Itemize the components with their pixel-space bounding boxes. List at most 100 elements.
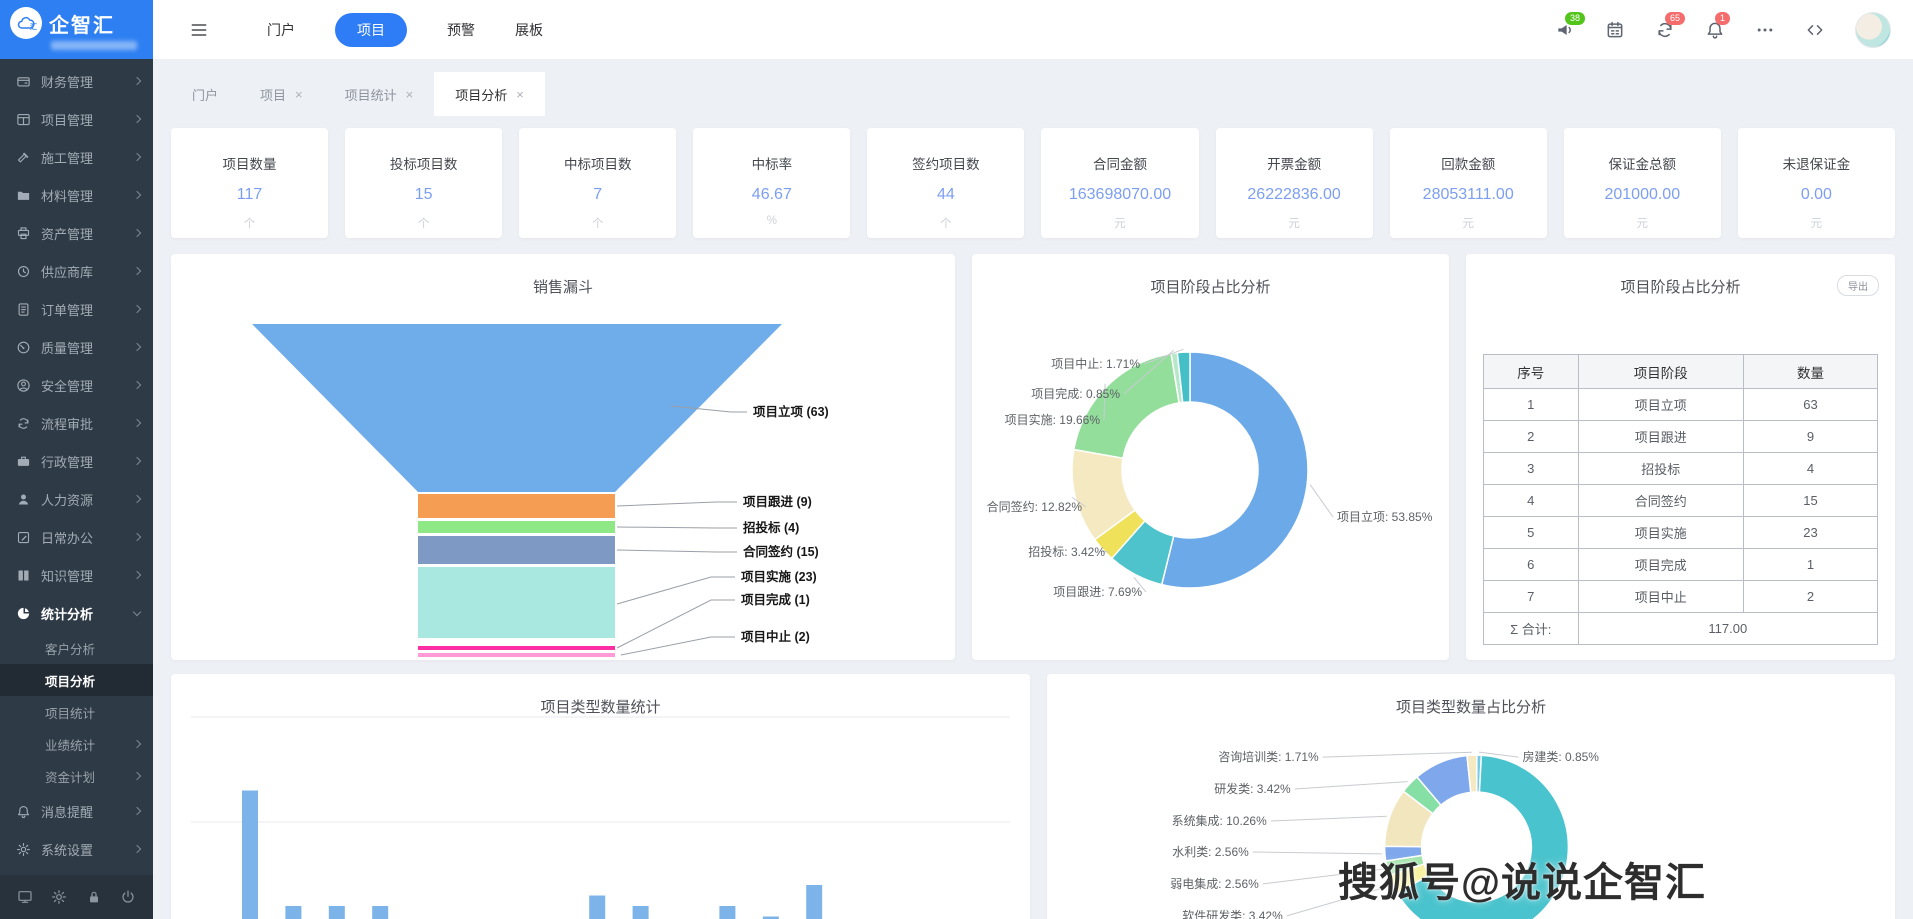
sidebar-item-系统设置[interactable]: 系统设置 <box>0 830 153 868</box>
sidebar-item-label: 项目管理 <box>41 112 94 128</box>
sidebar-item-行政管理[interactable]: 行政管理 <box>0 442 153 480</box>
funnel-label: 合同签约 (15) <box>743 544 819 559</box>
sidebar-item-项目管理[interactable]: 项目管理 <box>0 100 153 138</box>
sidebar-subitem-客户分析[interactable]: 客户分析 <box>0 632 153 664</box>
sidebar-footer <box>0 875 153 919</box>
lock-icon[interactable] <box>86 889 102 905</box>
donut-leader-line <box>1123 349 1175 395</box>
tab-门户[interactable]: 门户 <box>171 72 239 116</box>
sidebar-item-材料管理[interactable]: 材料管理 <box>0 176 153 214</box>
monitor-icon[interactable] <box>17 889 33 905</box>
header-nav-项目[interactable]: 项目 <box>335 12 407 47</box>
header-nav-预警[interactable]: 预警 <box>447 21 475 38</box>
tab-项目分析[interactable]: 项目分析 × <box>434 72 545 116</box>
table-cell: 项目完成 <box>1577 548 1745 581</box>
table-cell: 2 <box>1483 420 1579 453</box>
donut-label: 招投标: 3.42% <box>1028 544 1105 559</box>
stat-unit: 元 <box>1288 218 1300 230</box>
sidebar-item-消息提醒[interactable]: 消息提醒 <box>0 792 153 830</box>
gear-icon[interactable] <box>51 889 67 905</box>
table-cell: 1 <box>1483 388 1579 421</box>
table-cell: 合同签约 <box>1577 484 1745 517</box>
chevron-right-icon <box>132 76 142 86</box>
sidebar-item-日常办公[interactable]: 日常办公 <box>0 518 153 556</box>
sidebar-subitem-项目分析[interactable]: 项目分析 <box>0 664 153 696</box>
sidebar-subitem-label: 项目分析 <box>45 674 96 689</box>
sidebar-subitem-label: 客户分析 <box>45 642 96 657</box>
close-tab-icon[interactable]: × <box>516 86 524 102</box>
sidebar-item-label: 日常办公 <box>41 530 94 546</box>
megaphone-button[interactable]: 38 <box>1555 11 1586 40</box>
power-icon[interactable] <box>120 889 136 905</box>
sidebar-item-人力资源[interactable]: 人力资源 <box>0 480 153 518</box>
sidebar-item-供应商库[interactable]: 供应商库 <box>0 252 153 290</box>
close-tab-icon[interactable]: × <box>295 86 303 102</box>
sidebar-item-统计分析[interactable]: 统计分析 <box>0 594 153 632</box>
stat-card-投标项目数: 投标项目数 15 个 <box>345 128 503 238</box>
close-tab-icon[interactable]: × <box>405 86 414 102</box>
funnel-leader-line <box>616 526 737 529</box>
stat-card-开票金额: 开票金额 26222836.00 元 <box>1215 128 1373 238</box>
calendar-button[interactable] <box>1605 20 1625 40</box>
table-cell: 9 <box>1743 420 1878 453</box>
table-cell: 63 <box>1743 388 1878 421</box>
stat-value: 15 <box>414 186 433 203</box>
sidebar-item-安全管理[interactable]: 安全管理 <box>0 366 153 404</box>
sidebar-item-施工管理[interactable]: 施工管理 <box>0 138 153 176</box>
sidebar-item-资产管理[interactable]: 资产管理 <box>0 214 153 252</box>
donut-leader-line <box>1322 751 1472 758</box>
sidebar-item-流程审批[interactable]: 流程审批 <box>0 404 153 442</box>
edit-icon <box>17 531 30 543</box>
sidebar-subitem-项目统计[interactable]: 项目统计 <box>0 696 153 728</box>
tab-项目[interactable]: 项目 × <box>239 72 324 116</box>
tab-label: 项目统计 <box>344 87 397 103</box>
donut-label: 项目跟进: 7.69% <box>1053 585 1142 599</box>
sidebar-item-label: 消息提醒 <box>41 804 94 820</box>
table-row: 5 项目实施 23 <box>1483 516 1878 549</box>
sync-icon <box>18 417 29 429</box>
gauge-icon <box>17 341 30 353</box>
sidebar-subitem-资金计划[interactable]: 资金计划 <box>0 760 153 792</box>
funnel-label: 项目中止 (2) <box>741 629 810 644</box>
avatar[interactable] <box>1855 11 1891 48</box>
export-button[interactable]: 导出 <box>1837 275 1879 296</box>
bar <box>762 916 779 919</box>
sidebar-item-label: 流程审批 <box>41 416 94 432</box>
stat-unit: 元 <box>1114 218 1126 230</box>
stat-unit: % <box>766 215 777 227</box>
stat-unit: 个 <box>417 218 430 230</box>
sync-button[interactable]: 65 <box>1655 11 1686 40</box>
hamburger-menu-button[interactable] <box>189 20 209 40</box>
history-icon <box>17 265 30 277</box>
donut-label: 项目中止: 1.71% <box>1051 356 1140 371</box>
header-nav-展板[interactable]: 展板 <box>515 21 543 38</box>
app-logo[interactable]: 汇 企智汇 <box>0 0 153 59</box>
table-total-row: Σ 合计: 117.00 <box>1483 612 1879 645</box>
gear-icon <box>17 842 30 856</box>
donut-slice-unlabeled <box>1396 754 1570 919</box>
stat-value: 7 <box>593 186 603 203</box>
chevron-down-icon <box>132 607 142 616</box>
chevron-right-icon <box>132 114 142 124</box>
tab-label: 门户 <box>192 87 219 103</box>
bar <box>285 906 302 919</box>
logo-subtitle-blurred <box>51 41 137 50</box>
header-nav-门户[interactable]: 门户 <box>267 21 295 38</box>
stat-unit: 个 <box>940 218 952 230</box>
sidebar-item-质量管理[interactable]: 质量管理 <box>0 328 153 366</box>
book-icon <box>18 570 29 580</box>
sidebar-item-订单管理[interactable]: 订单管理 <box>0 290 153 328</box>
donut-label: 项目立项: 53.85% <box>1337 509 1433 524</box>
ellipsis-button[interactable] <box>1755 20 1775 40</box>
sidebar-item-知识管理[interactable]: 知识管理 <box>0 556 153 594</box>
stage-donut-card: 项目阶段占比分析 项目立项: 53.85% 项目跟进: 7.69% 招投标: 3.4… <box>972 254 1449 660</box>
sidebar-item-财务管理[interactable]: 财务管理 <box>0 62 153 100</box>
header-nav: 门户 项目 预警 展板 <box>267 12 543 47</box>
table-cell: 项目实施 <box>1577 516 1745 549</box>
sidebar-subitem-业绩统计[interactable]: 业绩统计 <box>0 728 153 760</box>
bell-button[interactable]: 1 <box>1705 11 1731 40</box>
code-button[interactable] <box>1805 20 1825 40</box>
stage-table: 序号 项目阶段 数量 1 项目立项 63 2 项目跟进 9 3 招投标 4 4 合同签约 15 5 项目实施 23… <box>1483 354 1879 645</box>
tab-项目统计[interactable]: 项目统计 × <box>324 72 435 116</box>
funnel-leader-line <box>670 405 747 413</box>
